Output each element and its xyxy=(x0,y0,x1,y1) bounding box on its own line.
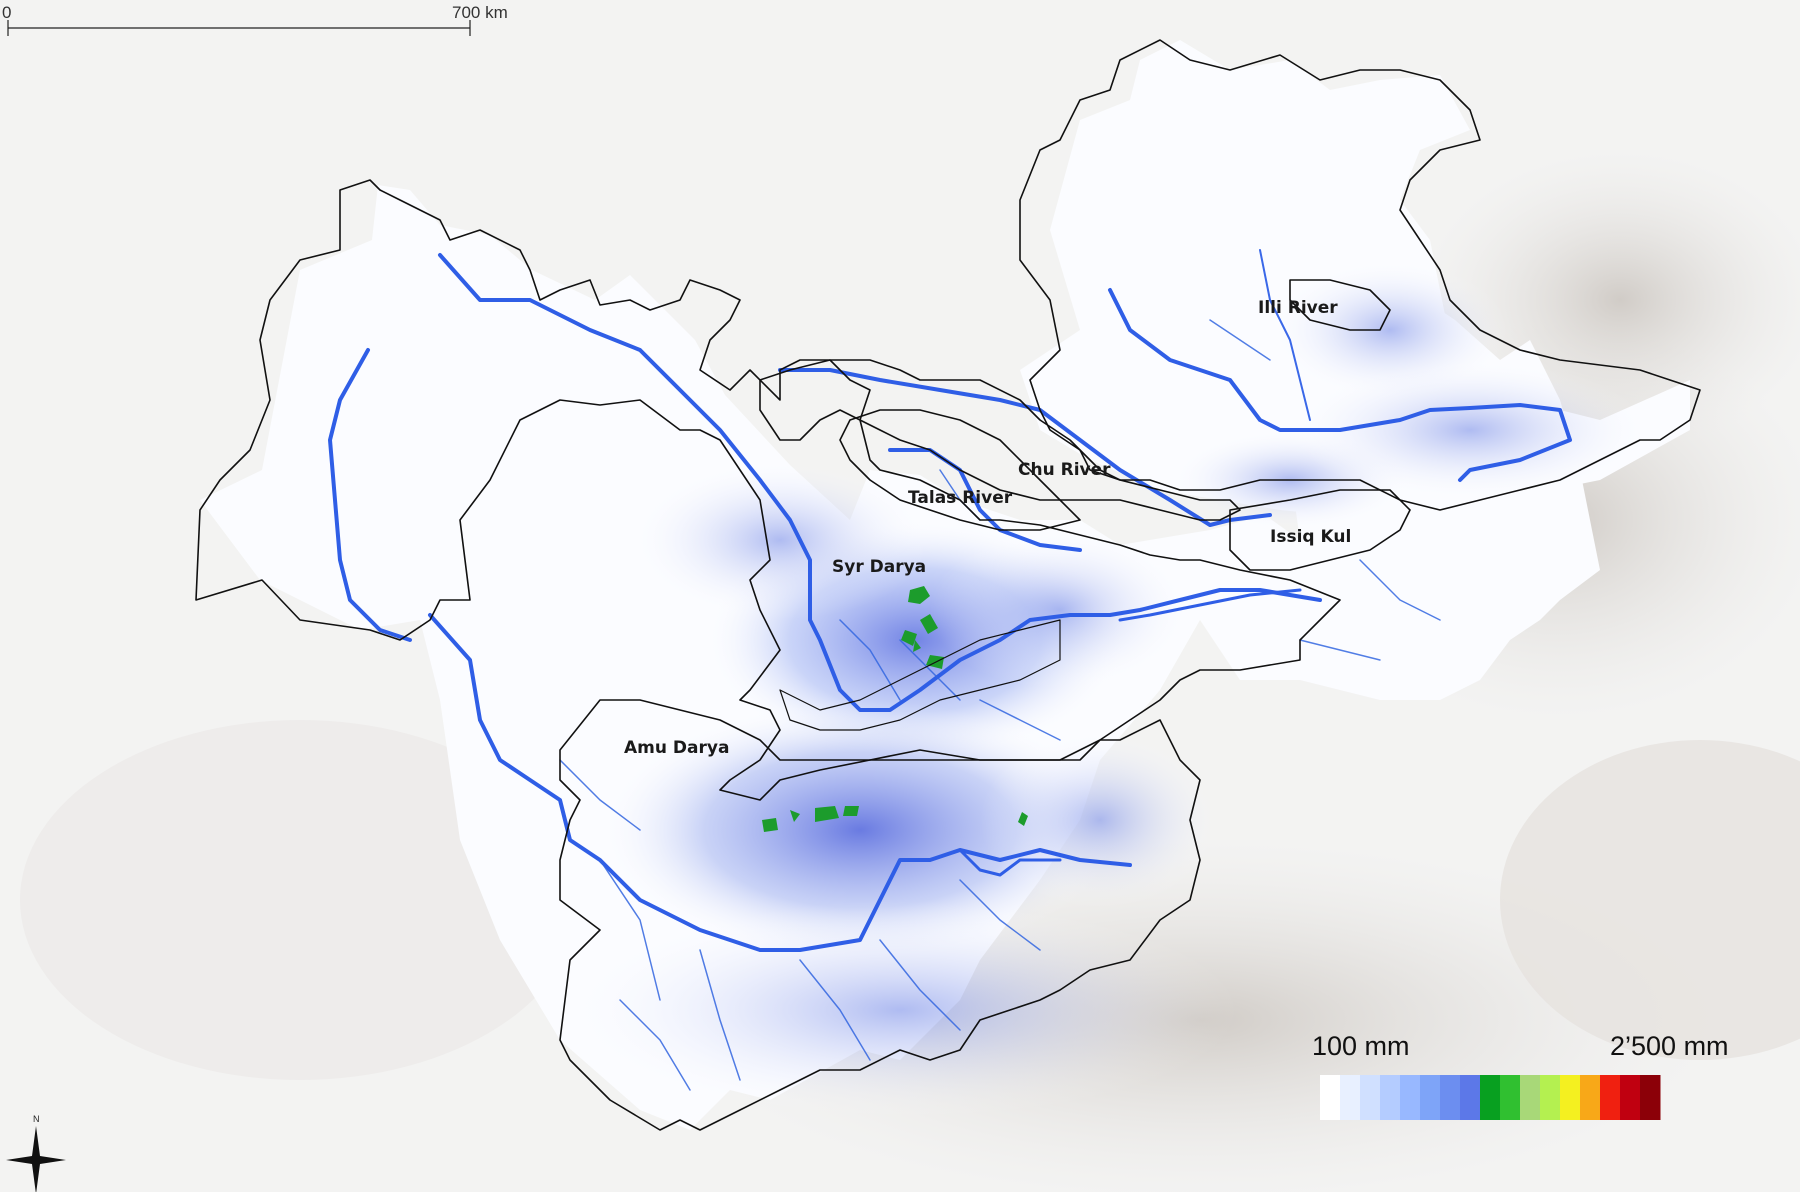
legend-swatch xyxy=(1620,1075,1641,1120)
illi-basin-boundary xyxy=(1019,39,1701,511)
legend-swatch xyxy=(1460,1075,1481,1120)
basin-labels: Illi River Chu River Talas River Issiq K… xyxy=(624,298,1351,758)
legend-swatch xyxy=(1640,1075,1661,1120)
legend-swatch xyxy=(1400,1075,1421,1120)
legend-swatch xyxy=(1380,1075,1401,1120)
illi-river-label: Illi River xyxy=(1258,298,1338,318)
legend-swatch xyxy=(1440,1075,1461,1120)
illi-tributary xyxy=(1259,249,1311,421)
high-precipitation-patches xyxy=(762,586,1028,832)
amu-darya-basin-boundary xyxy=(559,699,1201,1131)
north-label: N xyxy=(33,1114,40,1124)
naryn-river xyxy=(1118,588,1302,622)
scale-end-label: 700 km xyxy=(452,3,508,22)
north-arrow: N xyxy=(6,1114,66,1192)
north-arrow-icon xyxy=(6,1126,66,1192)
illi-lake-outline xyxy=(1289,279,1391,331)
talas-basin-boundary xyxy=(839,409,1081,531)
legend-color-ramp xyxy=(1320,1075,1661,1120)
legend-swatch xyxy=(1520,1075,1541,1120)
legend-swatch xyxy=(1580,1075,1601,1120)
legend-swatch xyxy=(1560,1075,1581,1120)
fergana-valley-outline xyxy=(779,619,1061,731)
legend-swatch xyxy=(1360,1075,1381,1120)
legend-swatch xyxy=(1540,1075,1561,1120)
legend-swatch xyxy=(1600,1075,1621,1120)
legend-swatch xyxy=(1420,1075,1441,1120)
issiq-kul-label: Issiq Kul xyxy=(1270,527,1351,547)
syr-darya-label: Syr Darya xyxy=(832,557,926,577)
basin-boundaries xyxy=(195,39,1701,1131)
chu-river-label: Chu River xyxy=(1018,460,1111,480)
legend-min-label: 100 mm xyxy=(1312,1031,1410,1061)
legend-swatch xyxy=(1340,1075,1361,1120)
legend-swatch xyxy=(1480,1075,1501,1120)
legend-swatch xyxy=(1320,1075,1341,1120)
chu-river xyxy=(778,368,1272,527)
issiq-kul-boundary xyxy=(1229,489,1411,571)
legend-max-label: 2’500 mm xyxy=(1610,1031,1729,1061)
amu-darya-label: Amu Darya xyxy=(624,738,729,758)
scale-start-label: 0 xyxy=(2,3,11,22)
aral-sea-basin-boundary xyxy=(195,179,1341,801)
precipitation-legend: 100 mm 2’500 mm xyxy=(1312,1031,1729,1120)
scale-bar: 0 700 km xyxy=(2,3,508,36)
amu-darya-main-river xyxy=(428,613,1132,952)
legend-swatch xyxy=(1500,1075,1521,1120)
illi-river xyxy=(1108,288,1572,482)
chu-basin-boundary xyxy=(759,359,1241,521)
western-river xyxy=(328,348,412,642)
vakhsh-river xyxy=(958,848,1062,877)
syr-darya-main-river xyxy=(438,253,1322,712)
talas-river-label: Talas River xyxy=(908,488,1013,508)
